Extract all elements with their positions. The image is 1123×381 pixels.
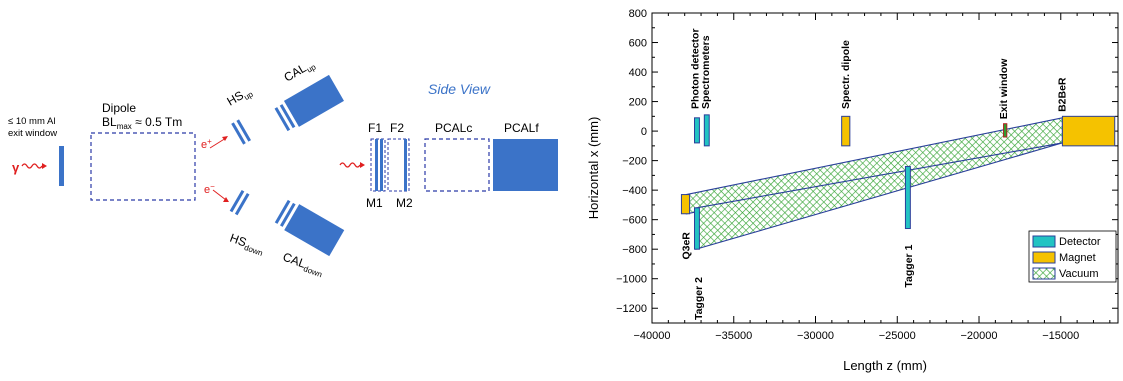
positron-arrow [209,137,227,149]
y-tick-label: −400 [622,185,647,197]
exit-window-label-line2: exit window [8,128,57,139]
x-tick-label: −25000 [879,330,916,342]
gamma-wavy-icon-2 [339,162,361,168]
legend-magnet-swatch [1032,251,1056,264]
f2-plane [404,139,407,191]
dipole-field-label: BLmax ≈ 0.5 Tm [102,115,182,131]
element-tagger-2 [694,207,700,250]
y-tick-label: −1000 [616,274,647,286]
plot-frame [651,12,1119,324]
y-tick-label: −200 [622,156,647,168]
hs-down-detector [229,189,250,216]
pcalf-label: PCALf [504,121,539,135]
x-tick-label: −40000 [633,330,670,342]
cal-down-label: CALdown [280,250,325,280]
element-exit-window [1003,123,1008,138]
exit-window-label: Exit window [998,58,1010,119]
x-axis: −40000 −35000 −30000 −25000 −20000 −15000 [633,13,1111,342]
q3er-label: Q3eR [681,232,693,260]
positron-label: e+ [201,137,212,151]
x-tick-label: −20000 [961,330,998,342]
y-tick-label: 400 [629,67,647,79]
legend-vacuum-swatch [1032,267,1056,280]
y-tick-label: 200 [629,97,647,109]
beamline-plot: 8006004002000−200−400−600−800−1000−1200 … [586,8,1119,373]
m2-label: M2 [396,196,413,210]
gamma-label: γ [12,160,20,175]
m1-label: M1 [366,196,383,210]
dipole-label: Dipole [102,101,136,115]
x-axis-label: Length z (mm) [843,358,927,373]
legend: Detector Magnet Vacuum [1028,230,1117,283]
element-b2ber [1061,115,1116,147]
gamma-wavy-icon [21,163,43,169]
b2ber-label: B2BeR [1057,77,1069,112]
electron-arrowhead-icon [223,197,229,202]
y-tick-label: 600 [629,38,647,50]
element-tagger-1 [904,166,911,230]
hs-up-detector [231,119,252,145]
element-q3er [680,194,691,215]
tagger2-label: Tagger 2 [693,277,705,320]
x-tick-label: −15000 [1042,330,1079,342]
f2-m2-box [387,138,410,192]
legend-detector-label: Detector [1059,236,1101,248]
x-tick-label: −35000 [715,330,752,342]
electron-label: e− [204,182,215,196]
y-axis-label: Horizontal x (mm) [586,117,601,220]
y-tick-label: 800 [629,8,647,20]
f1-label: F1 [368,121,382,135]
y-tick-label: −600 [622,215,647,227]
electron-arrow [212,189,227,201]
y-tick-label: −800 [622,244,647,256]
y-tick-label: −1200 [616,303,647,315]
spectr-dipole-label: Spectr. dipole [840,40,852,109]
f1-plane [375,139,378,191]
x-tick-label: −30000 [797,330,834,342]
pcalc-label: PCALc [435,121,472,135]
cal-down-detector [274,199,345,257]
pcalc-box [424,138,490,192]
dipole-box [90,132,196,201]
legend-vacuum-label: Vacuum [1059,268,1099,280]
side-view-label: Side View [428,81,491,97]
setup-schematic: ≤ 10 mm Al exit window γ Dipole BLmax ≈ … [8,56,558,280]
spectrometers-label: Spectrometers [700,35,712,109]
cal-up-detector [274,74,344,132]
exit-window-plate [59,146,64,186]
y-tick-label: 0 [641,126,647,138]
element-spectrometers [703,114,710,147]
hs-up-label: HSup [225,83,256,110]
legend-magnet-label: Magnet [1059,252,1096,264]
element-photon-detector [694,117,700,144]
exit-window-label-line1: ≤ 10 mm Al [8,116,55,127]
tagger1-label: Tagger 1 [903,244,915,287]
pcalf-block [493,139,558,191]
positron-arrowhead-icon [222,136,228,141]
m1-plane [380,139,383,191]
beamline-elements [680,114,1116,250]
f2-label: F2 [390,121,404,135]
cal-up-label: CALup [282,56,318,86]
element-spectr-dipole [841,115,851,147]
legend-detector-swatch [1032,235,1056,248]
gamma-arrowhead-icon-2 [360,162,365,168]
photon-detector-label: Photon detector [690,28,702,109]
y-axis: 800 600 400 200 0 −200 −400 −600 −800 −1000 −1200 [616,8,1118,324]
hs-down-label: HSdown [227,231,266,258]
gamma-arrowhead-icon [42,163,47,169]
